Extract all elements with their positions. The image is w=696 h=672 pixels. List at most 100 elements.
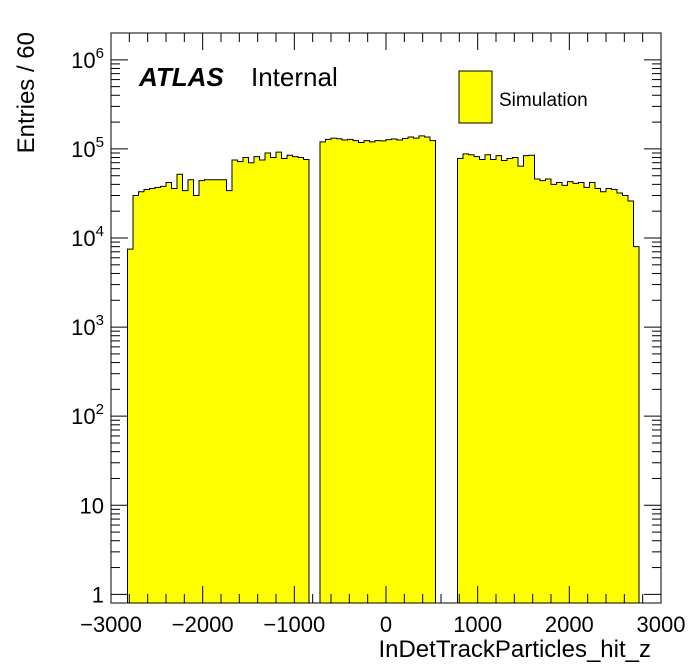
histogram-outline-segment-3 bbox=[457, 153, 640, 603]
histogram-bin bbox=[600, 191, 607, 603]
atlas-label: ATLAS bbox=[138, 62, 224, 92]
histogram-bin bbox=[215, 179, 222, 603]
histogram-bin bbox=[628, 201, 634, 603]
histogram-bin bbox=[485, 154, 491, 603]
histogram-bin bbox=[237, 161, 244, 603]
legend-entry-simulation: Simulation bbox=[499, 90, 588, 111]
y-tick-labels: 1 10 102 103 104 105 106 bbox=[71, 45, 104, 608]
histogram-bin bbox=[463, 153, 469, 604]
histogram-bin bbox=[144, 189, 150, 604]
y-tick-label: 104 bbox=[71, 223, 104, 251]
histogram-bin bbox=[468, 154, 475, 603]
histogram-bin bbox=[210, 179, 216, 603]
histogram-bin bbox=[149, 188, 156, 603]
histogram-bin bbox=[221, 179, 227, 603]
x-tick-label: 3000 bbox=[637, 612, 686, 637]
histogram-bin bbox=[633, 246, 640, 603]
histogram-bin bbox=[287, 155, 293, 604]
histogram-bin bbox=[545, 178, 552, 603]
histogram-bin bbox=[606, 188, 612, 603]
histogram-bin bbox=[298, 157, 304, 603]
histogram-bin bbox=[375, 140, 381, 603]
histogram-bin bbox=[551, 184, 557, 604]
histogram-bin bbox=[512, 157, 519, 603]
histogram-bin bbox=[408, 137, 414, 603]
x-axis-ticks bbox=[110, 33, 662, 603]
y-tick-label: 1 bbox=[92, 582, 104, 607]
histogram-bin bbox=[578, 182, 585, 603]
y-tick-label: 103 bbox=[71, 312, 104, 340]
histogram-bin bbox=[265, 152, 271, 603]
histogram-bin bbox=[501, 160, 508, 603]
histogram-bin bbox=[364, 140, 370, 603]
histogram-bin bbox=[369, 141, 376, 603]
x-tick-label: −3000 bbox=[80, 612, 142, 637]
histogram-bin bbox=[622, 195, 629, 603]
histogram-bin bbox=[325, 139, 332, 603]
histogram-bin bbox=[188, 179, 194, 603]
atlas-status-label: Internal bbox=[251, 62, 338, 92]
histogram-bin bbox=[611, 189, 618, 604]
histogram-bin bbox=[529, 155, 535, 604]
histogram-bin bbox=[155, 187, 161, 604]
legend-swatch bbox=[458, 70, 493, 124]
histogram-bin bbox=[243, 157, 249, 603]
histogram-bin bbox=[281, 158, 288, 603]
histogram-bin bbox=[259, 160, 266, 603]
histogram-bin bbox=[496, 155, 502, 603]
histogram-bin bbox=[320, 141, 326, 603]
x-tick-label: 2000 bbox=[545, 612, 594, 637]
histogram-bin bbox=[534, 178, 541, 603]
histogram-bin bbox=[347, 139, 354, 603]
histogram-bin bbox=[199, 180, 205, 603]
histogram-bin bbox=[353, 140, 359, 603]
histogram-bin bbox=[584, 187, 590, 604]
x-tick-label: 0 bbox=[380, 612, 392, 637]
histogram-bin bbox=[171, 188, 178, 603]
histogram-bin bbox=[138, 191, 145, 603]
histogram-bin bbox=[204, 179, 211, 603]
histogram-bin bbox=[540, 180, 546, 603]
histogram-bin bbox=[424, 137, 431, 603]
histogram-bin bbox=[589, 182, 596, 603]
y-tick-label: 105 bbox=[71, 134, 104, 162]
histogram-outlines bbox=[127, 135, 640, 603]
x-axis-title: InDetTrackParticles_hit_z bbox=[378, 636, 651, 663]
histogram-bin bbox=[331, 138, 337, 603]
histogram-bin bbox=[556, 182, 563, 603]
histogram-bin bbox=[270, 157, 277, 603]
histogram-bin bbox=[254, 156, 260, 603]
y-axis-ticks bbox=[111, 32, 661, 595]
x-tick-label: −2000 bbox=[172, 612, 234, 637]
histogram-bin bbox=[182, 190, 189, 604]
histogram-bin bbox=[397, 139, 403, 604]
histogram-bin bbox=[457, 158, 464, 603]
histogram-bin bbox=[391, 139, 398, 603]
histogram-bin bbox=[248, 162, 255, 603]
histogram-bin bbox=[303, 159, 310, 603]
histogram-bin bbox=[358, 142, 365, 604]
histogram-bin bbox=[292, 156, 299, 603]
histogram-bin bbox=[226, 190, 233, 604]
histogram-bin bbox=[380, 140, 387, 603]
histogram-bin bbox=[166, 182, 172, 603]
histogram-bin bbox=[507, 158, 513, 603]
y-axis-title: Entries / 60 bbox=[13, 32, 40, 153]
histogram-bin bbox=[595, 188, 601, 603]
histogram-bin bbox=[386, 139, 392, 603]
histogram-bin bbox=[474, 156, 480, 603]
histogram-bin bbox=[232, 160, 238, 603]
histogram-bin bbox=[336, 138, 343, 603]
histogram-bin bbox=[430, 140, 436, 603]
histogram-bin bbox=[518, 166, 524, 603]
histogram-bin bbox=[127, 249, 134, 604]
histogram-bin bbox=[342, 139, 348, 604]
histogram-outline-segment-1 bbox=[127, 151, 310, 603]
histogram-bin bbox=[276, 152, 282, 603]
histogram-bin bbox=[402, 138, 409, 603]
histogram-bin bbox=[490, 159, 497, 603]
histogram-bin bbox=[413, 138, 420, 603]
x-tick-label: −1000 bbox=[263, 612, 325, 637]
histogram-bin bbox=[133, 195, 139, 603]
